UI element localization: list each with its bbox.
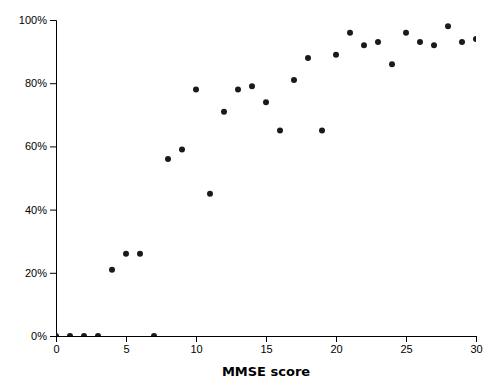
point xyxy=(151,333,157,336)
point xyxy=(221,109,227,115)
y-tick-label: 60% xyxy=(25,140,47,152)
x-tick-label: 20 xyxy=(330,343,342,355)
y-tick-mark xyxy=(50,210,56,211)
x-tick-mark xyxy=(476,336,477,342)
point xyxy=(165,156,171,162)
x-tick-mark xyxy=(196,336,197,342)
point xyxy=(179,147,185,153)
point xyxy=(361,42,367,48)
chart: 0 5 10 15 20 25 30 0% 20% 40% 60% 80% 100% MMSE score xyxy=(0,0,500,388)
point xyxy=(431,42,437,48)
x-axis: 0 5 10 15 20 25 30 xyxy=(53,336,482,355)
point xyxy=(403,30,409,36)
x-tick-mark xyxy=(126,336,127,342)
x-tick: 25 xyxy=(400,336,412,355)
point xyxy=(249,83,255,89)
y-tick: 60% xyxy=(25,140,56,152)
x-tick: 30 xyxy=(470,336,482,355)
x-tick: 15 xyxy=(260,336,272,355)
x-tick-mark xyxy=(336,336,337,342)
point xyxy=(193,87,199,93)
y-tick-label: 0% xyxy=(31,330,47,342)
point xyxy=(263,99,269,105)
x-axis-line xyxy=(57,337,477,343)
point xyxy=(333,52,339,58)
plot: 0 5 10 15 20 25 30 0% 20% 40% 60% 80% 100% xyxy=(19,14,483,355)
x-tick: 20 xyxy=(330,336,342,355)
point xyxy=(109,267,115,273)
point xyxy=(137,251,143,257)
point xyxy=(277,128,283,134)
point xyxy=(67,333,73,336)
point xyxy=(319,128,325,134)
x-tick-label: 5 xyxy=(123,343,129,355)
x-axis-title: MMSE score xyxy=(222,364,310,379)
x-tick-label: 15 xyxy=(260,343,272,355)
y-tick-label: 20% xyxy=(25,267,47,279)
point xyxy=(347,30,353,36)
point xyxy=(81,333,87,336)
x-tick-label: 25 xyxy=(400,343,412,355)
y-tick-label: 100% xyxy=(19,14,47,26)
y-tick: 80% xyxy=(25,77,56,89)
point xyxy=(473,36,476,42)
y-tick: 40% xyxy=(25,204,56,216)
x-tick: 0 xyxy=(53,336,59,355)
y-tick-label: 80% xyxy=(25,77,47,89)
point xyxy=(123,251,129,257)
x-tick: 5 xyxy=(123,336,129,355)
x-tick-label: 10 xyxy=(190,343,202,355)
y-tick-label: 40% xyxy=(25,204,47,216)
x-tick-label: 0 xyxy=(53,343,59,355)
point xyxy=(459,39,465,45)
x-tick-label: 30 xyxy=(470,343,482,355)
point xyxy=(235,87,241,93)
point xyxy=(445,23,451,29)
y-axis-line xyxy=(50,21,57,337)
point xyxy=(291,77,297,83)
marks xyxy=(56,23,476,336)
y-tick: 100% xyxy=(19,14,56,26)
y-tick-mark xyxy=(50,20,56,21)
point xyxy=(417,39,423,45)
point xyxy=(207,191,213,197)
x-tick: 10 xyxy=(190,336,202,355)
x-tick-mark xyxy=(266,336,267,342)
x-tick-mark xyxy=(406,336,407,342)
y-tick: 0% xyxy=(31,330,56,342)
point xyxy=(375,39,381,45)
y-axis: 0% 20% 40% 60% 80% 100% xyxy=(19,14,57,342)
y-tick-mark xyxy=(50,273,56,274)
point xyxy=(305,55,311,61)
y-tick-mark xyxy=(50,336,56,337)
point xyxy=(56,333,59,336)
point xyxy=(389,61,395,67)
y-tick-mark xyxy=(50,146,56,147)
y-tick: 20% xyxy=(25,267,56,279)
point xyxy=(95,333,101,336)
y-tick-mark xyxy=(50,83,56,84)
